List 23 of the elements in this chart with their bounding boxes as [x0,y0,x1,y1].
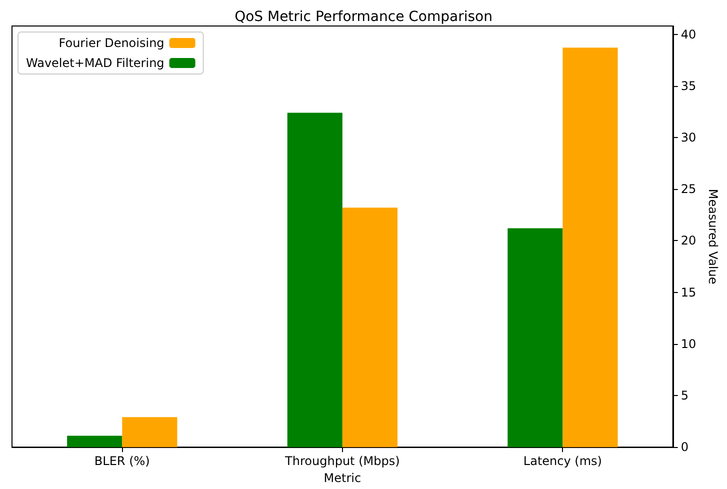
y-tick-label: 0 [680,440,688,454]
y-axis-title: Measured Value [706,188,720,284]
y-tick-label: 15 [680,285,696,300]
x-axis-title: Metric [324,471,362,485]
y-tick-label: 35 [680,78,696,93]
bar [287,112,342,448]
y-tick-label: 5 [680,388,688,402]
y-tick-label: 30 [680,130,696,144]
x-tick-label: Latency (ms) [523,454,602,468]
x-tick-label: Throughput (Mbps) [284,454,400,468]
x-tick-label: BLER (%) [94,454,150,468]
bar [342,208,398,448]
bar [67,436,122,448]
y-tick-label: 10 [680,336,696,351]
bar [122,417,178,448]
y-tick-label: 20 [680,234,696,248]
y-tick-label: 25 [680,182,696,196]
chart-title: QoS Metric Performance Comparison [234,9,492,25]
bar [508,228,563,448]
y-tick-label: 40 [680,27,696,42]
bar [562,48,618,448]
legend-label: Wavelet+MAD Filtering [26,56,164,70]
legend-label: Fourier Denoising [58,36,164,50]
